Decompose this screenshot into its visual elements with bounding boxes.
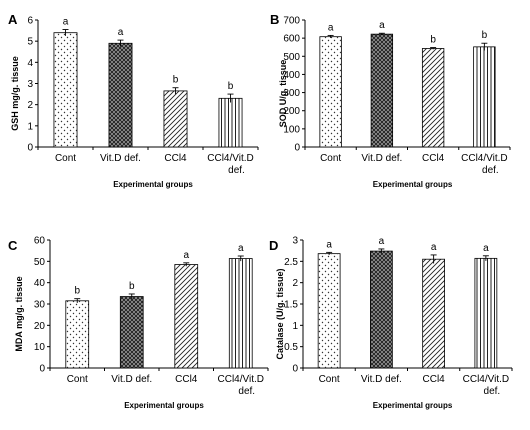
bar: [473, 46, 496, 148]
bar: [421, 48, 445, 148]
bar: [119, 296, 144, 369]
y-tick-label: 5: [27, 37, 33, 48]
significance-label: a: [63, 17, 69, 28]
significance-label: b: [430, 35, 436, 46]
y-tick-label: 500: [283, 52, 300, 63]
y-tick-label: 200: [283, 106, 300, 117]
x-tick-label: Cont: [320, 153, 341, 164]
y-tick-label: 2.5: [284, 257, 298, 268]
bar: [319, 36, 342, 148]
significance-label: a: [238, 243, 244, 254]
y-tick-label: 60: [34, 236, 46, 247]
x-tick-label: Vit.D def.: [100, 153, 141, 164]
y-tick-label: 1: [27, 121, 33, 132]
x-tick-label: CCl4/Vit.D def.: [463, 374, 510, 397]
chart-panel-A: A 0 1 2 3 4 5 6 a Cont a Vit.D def. b CCl4 b CCl4/Vit.D…: [8, 12, 259, 189]
bar: [370, 33, 394, 148]
y-tick-label: 2: [27, 100, 33, 111]
significance-label: a: [379, 20, 385, 31]
x-axis-title: Experimental groups: [124, 401, 204, 410]
bar: [174, 264, 199, 369]
x-tick-label: CCl4/Vit.D def.: [218, 374, 265, 397]
x-tick-label: Vit.D def.: [111, 374, 152, 385]
y-axis-title: MDA mg/g. tissue: [14, 276, 24, 351]
y-tick-label: 0: [27, 143, 33, 154]
chart-panel-C: C 0 10 20 30 40 50 60 b Cont b Vit.D def. a CCl4 a CCl4…: [8, 236, 269, 410]
charts-root: A 0 1 2 3 4 5 6 a Cont a Vit.D def. b CCl4 b CCl4/Vit.D…: [8, 12, 513, 410]
x-tick-label: Vit.D def.: [361, 153, 402, 164]
significance-label: b: [74, 286, 80, 297]
x-axis-title: Experimental groups: [113, 180, 193, 189]
significance-label: a: [328, 22, 334, 33]
y-tick-label: 0: [294, 143, 300, 154]
x-tick-label: CCl4: [164, 153, 187, 164]
y-tick-label: 4: [27, 58, 33, 69]
bar: [108, 42, 133, 148]
y-axis-title: Catalase (U/g. tissue): [275, 268, 285, 359]
x-axis-title: Experimental groups: [373, 180, 453, 189]
significance-label: a: [379, 236, 385, 247]
y-tick-label: 30: [34, 300, 46, 311]
significance-label: a: [183, 250, 189, 261]
significance-label: a: [431, 242, 437, 253]
chart-panel-B: B 0 100 200 300 400 500 600 700 a Cont a Vit.D def. b…: [270, 12, 511, 189]
y-tick-label: 2: [292, 278, 298, 289]
y-axis-title: SOD U/g. tissue: [278, 60, 288, 128]
y-tick-label: 0.5: [284, 342, 298, 353]
bar: [317, 253, 341, 369]
y-tick-label: 1: [292, 321, 298, 332]
y-tick-label: 6: [27, 16, 33, 27]
bar: [218, 97, 243, 148]
bar: [53, 32, 78, 148]
y-tick-label: 100: [283, 124, 300, 135]
significance-label: b: [482, 30, 488, 41]
y-tick-label: 0: [292, 364, 298, 375]
significance-label: b: [173, 75, 179, 86]
x-axis-title: Experimental groups: [373, 401, 453, 410]
x-tick-label: Cont: [319, 374, 340, 385]
x-tick-label: CCl4: [423, 374, 446, 385]
y-tick-label: 600: [283, 34, 300, 45]
significance-label: a: [483, 243, 489, 254]
y-tick-label: 300: [283, 88, 300, 99]
significance-label: b: [228, 81, 234, 92]
panel-label: A: [8, 12, 18, 27]
bar: [163, 90, 188, 148]
chart-panel-D: D 0 0.5 1 1.5 2 2.5 3 a Cont a Vit.D def. a CCl4 a CCl4…: [269, 236, 513, 410]
y-tick-label: 1.5: [284, 300, 298, 311]
x-tick-label: Cont: [67, 374, 88, 385]
y-tick-label: 40: [34, 278, 46, 289]
bar: [370, 250, 393, 369]
x-tick-label: Cont: [55, 153, 76, 164]
significance-label: a: [118, 27, 124, 38]
bar: [474, 257, 498, 369]
y-tick-label: 400: [283, 70, 300, 81]
y-tick-label: 0: [39, 364, 45, 375]
significance-label: a: [326, 239, 332, 250]
y-tick-label: 50: [34, 257, 46, 268]
y-tick-label: 3: [292, 236, 298, 247]
panel-label: B: [270, 12, 279, 27]
bar: [228, 258, 253, 369]
bar: [65, 300, 90, 369]
significance-label: b: [129, 281, 135, 292]
x-tick-label: CCl4/Vit.D def.: [207, 153, 254, 176]
panel-label: C: [8, 238, 18, 253]
y-axis-title: GSH mg/g. tissue: [10, 56, 20, 131]
bar: [422, 258, 445, 369]
y-tick-label: 10: [34, 342, 46, 353]
x-tick-label: CCl4: [175, 374, 198, 385]
y-tick-label: 700: [283, 16, 300, 27]
x-tick-label: CCl4/Vit.D def.: [461, 153, 508, 176]
y-tick-label: 3: [27, 79, 33, 90]
x-tick-label: Vit.D def.: [361, 374, 402, 385]
y-tick-label: 20: [34, 321, 46, 332]
x-tick-label: CCl4: [422, 153, 445, 164]
panel-label: D: [269, 238, 278, 253]
